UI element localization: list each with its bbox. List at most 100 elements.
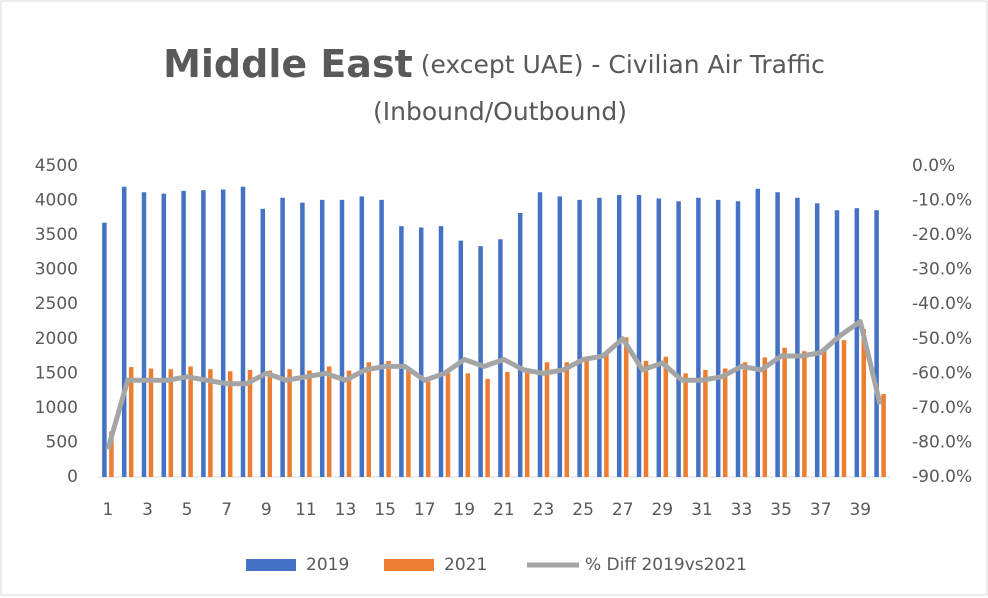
x-tick-label: 3 (142, 500, 153, 520)
line (105, 319, 883, 451)
bar (524, 369, 530, 477)
bar (841, 340, 847, 477)
x-tick-label: 27 (612, 500, 634, 520)
y-tick-label: 3500 (35, 225, 78, 245)
y-tick-label: 2500 (35, 294, 78, 314)
x-tick-label: 39 (849, 500, 871, 520)
bar (861, 329, 867, 477)
bar (109, 431, 114, 477)
y2-tick-label: -60.0% (912, 363, 972, 383)
bar (517, 212, 523, 478)
bar (544, 362, 550, 477)
bar (636, 195, 642, 477)
bar (260, 208, 266, 478)
legend-swatch (246, 559, 296, 571)
bar (339, 199, 345, 477)
x-tick-label: 31 (691, 500, 713, 520)
x-tick-label: 7 (221, 500, 232, 520)
y2-tick-label: -90.0% (912, 467, 972, 487)
bar (280, 197, 285, 477)
bar (564, 362, 570, 477)
x-tick-label: 1 (102, 500, 113, 520)
bar (834, 210, 840, 477)
x-tick-label: 15 (374, 500, 396, 520)
bar (881, 394, 886, 477)
y2-tick-label: -30.0% (912, 260, 972, 280)
bar (584, 359, 589, 477)
bar (735, 201, 741, 477)
x-tick-label: 21 (493, 500, 515, 520)
y2-tick-label: -20.0% (912, 225, 972, 245)
bar (386, 360, 391, 477)
bar (148, 368, 154, 477)
bar (715, 199, 721, 477)
bar (854, 208, 860, 477)
bar (458, 240, 464, 477)
bar (287, 369, 292, 477)
bar (247, 369, 253, 477)
x-tick-label: 13 (335, 500, 357, 520)
x-tick-label: 11 (295, 500, 317, 520)
bar (128, 367, 134, 477)
x-tick-label: 37 (810, 500, 832, 520)
bar (406, 369, 411, 477)
bar (604, 353, 609, 477)
bar (782, 347, 787, 477)
chart-subtitle: (Inbound/Outbound) (373, 97, 627, 126)
bar (616, 195, 622, 477)
y-tick-label: 3000 (35, 260, 78, 280)
bar (425, 381, 431, 477)
bar (220, 189, 226, 477)
bar (597, 197, 602, 477)
bar (742, 362, 748, 477)
bar (208, 369, 213, 477)
bar (141, 192, 147, 478)
bar (722, 368, 728, 477)
y2-tick-label: -80.0% (912, 432, 972, 452)
x-tick-label: 33 (731, 500, 753, 520)
x-tick-label: 9 (261, 500, 272, 520)
bar (676, 201, 681, 477)
bar (577, 199, 582, 477)
bar (121, 186, 127, 477)
x-tick-label: 29 (651, 500, 673, 520)
x-tick-label: 25 (572, 500, 594, 520)
bar (399, 226, 404, 477)
y-tick-label: 500 (46, 432, 78, 452)
y-tick-label: 1000 (35, 398, 78, 418)
y-tick-label: 1500 (35, 363, 78, 383)
x-tick-label: 19 (453, 500, 475, 520)
y2-tick-label: -10.0% (912, 191, 972, 211)
y-tick-label: 4000 (35, 191, 78, 211)
bar (366, 362, 372, 477)
legend-label: 2021 (444, 555, 487, 575)
bar (557, 196, 563, 478)
bar (307, 370, 312, 477)
bar (874, 210, 879, 477)
bar (346, 370, 352, 477)
bar (359, 196, 365, 478)
bar (188, 366, 193, 477)
bar (821, 351, 827, 477)
bar (161, 193, 167, 477)
bar (267, 370, 273, 477)
bar (181, 190, 186, 477)
bar (663, 356, 669, 477)
y2-tick-label: 0.0% (912, 156, 955, 176)
bar (703, 369, 708, 477)
bar (201, 190, 206, 477)
y2-tick-label: -70.0% (912, 398, 972, 418)
bar (696, 197, 701, 477)
x-tick-label: 17 (414, 500, 436, 520)
bar (802, 351, 807, 477)
bar (505, 371, 510, 477)
bar (326, 366, 332, 477)
bar (379, 199, 384, 477)
bar (795, 197, 800, 477)
title-suffix: (except UAE) - Civilian Air Traffic (421, 50, 825, 79)
bar (319, 199, 325, 477)
chart-title: Middle East (except UAE) - Civilian Air T… (163, 42, 825, 86)
y-tick-label: 0 (67, 467, 78, 487)
